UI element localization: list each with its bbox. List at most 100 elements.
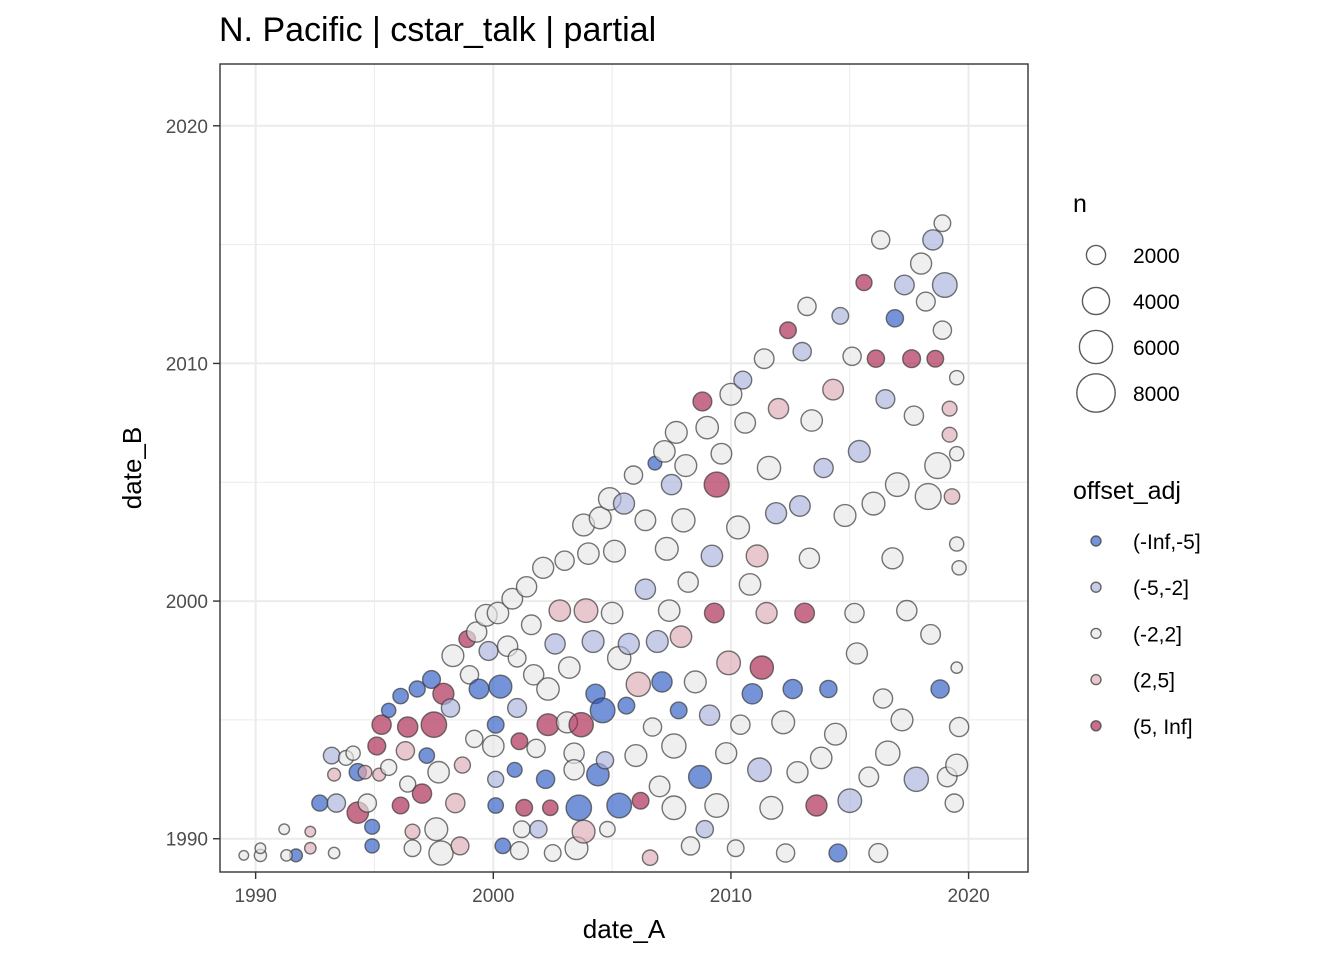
data-point: [710, 442, 733, 465]
data-point: [847, 439, 871, 463]
data-point: [648, 775, 671, 798]
data-point: [380, 758, 398, 777]
data-point: [625, 671, 652, 698]
data-point: [893, 274, 915, 296]
size-legend-key: [1076, 373, 1116, 413]
data-point: [805, 794, 828, 817]
color-legend-label: (-Inf,-5]: [1133, 531, 1201, 554]
data-point: [756, 455, 782, 481]
data-point: [695, 819, 715, 839]
data-point: [399, 775, 417, 793]
data-point: [943, 488, 961, 505]
data-point: [606, 792, 633, 819]
data-point: [395, 741, 416, 761]
data-point: [624, 743, 648, 768]
data-point: [554, 550, 575, 572]
y-axis-label: date_B: [117, 427, 147, 509]
data-point: [657, 599, 681, 622]
y-tick-label: 2000: [166, 592, 208, 613]
data-point: [809, 746, 833, 770]
data-point: [507, 648, 527, 668]
data-point: [800, 409, 824, 432]
size-legend-key: [1078, 329, 1114, 365]
data-point: [392, 687, 409, 705]
x-tick-label: 1990: [235, 886, 277, 907]
data-point: [487, 797, 505, 814]
color-legend-label: (5, Inf]: [1133, 716, 1193, 739]
data-point: [948, 369, 965, 386]
data-point: [734, 411, 757, 434]
y-axis: 1990 2000 2010 2020: [166, 117, 220, 851]
color-legend-key: [1090, 720, 1102, 732]
color-legend-key: [1090, 535, 1102, 547]
data-point: [909, 252, 933, 275]
data-point: [421, 669, 442, 690]
data-point: [486, 601, 510, 625]
data-point: [669, 625, 693, 649]
size-legend-key: [1085, 244, 1107, 266]
data-point: [926, 349, 945, 368]
color-legend-key: [1090, 627, 1102, 640]
data-point: [642, 717, 663, 737]
chart-title: N. Pacific | cstar_talk | partial: [219, 11, 656, 49]
data-point: [506, 697, 528, 719]
data-point: [687, 764, 713, 789]
data-point: [881, 547, 904, 570]
data-point: [786, 761, 809, 784]
data-point: [855, 273, 873, 292]
data-point: [819, 679, 838, 699]
data-point: [716, 650, 742, 676]
data-point: [890, 708, 914, 732]
data-point: [565, 794, 593, 822]
data-point: [683, 670, 707, 694]
data-point: [837, 788, 863, 814]
data-point: [634, 509, 657, 532]
data-point: [602, 539, 627, 563]
data-point: [238, 849, 250, 861]
data-point: [588, 506, 612, 530]
data-point: [600, 601, 624, 625]
data-point: [557, 656, 581, 679]
data-point: [698, 704, 721, 727]
data-point: [278, 823, 291, 836]
data-point: [510, 732, 529, 751]
data-point: [779, 321, 798, 340]
data-point: [797, 296, 817, 317]
data-point: [703, 471, 730, 498]
data-point: [842, 346, 862, 367]
data-point: [536, 713, 560, 737]
data-point: [870, 230, 891, 250]
data-point: [948, 536, 965, 552]
data-point: [494, 837, 512, 855]
data-point: [831, 306, 850, 325]
data-point: [371, 714, 392, 736]
x-tick-label: 2000: [472, 886, 514, 907]
data-point: [418, 747, 436, 764]
data-point: [944, 793, 965, 813]
data-point: [703, 602, 725, 624]
data-point: [345, 745, 361, 762]
data-point: [747, 757, 773, 783]
data-point: [948, 445, 965, 462]
data-point: [487, 770, 505, 788]
x-tick-label: 2010: [710, 886, 752, 907]
data-point: [364, 818, 381, 835]
size-legend-label: 4000: [1133, 291, 1180, 314]
data-point: [444, 792, 466, 814]
data-point: [924, 452, 952, 480]
data-point: [478, 640, 499, 662]
data-point: [367, 736, 387, 756]
data-point: [660, 473, 683, 496]
data-point: [896, 599, 918, 622]
data-point: [380, 702, 397, 719]
data-point: [506, 761, 523, 778]
data-point: [868, 842, 889, 864]
data-point: [441, 644, 465, 668]
data-point: [692, 391, 713, 412]
data-point: [715, 742, 738, 765]
data-point: [753, 348, 775, 370]
color-legend-key: [1090, 581, 1102, 593]
y-tick-label: 1990: [166, 830, 208, 851]
data-point: [543, 844, 562, 863]
data-point: [509, 840, 530, 861]
